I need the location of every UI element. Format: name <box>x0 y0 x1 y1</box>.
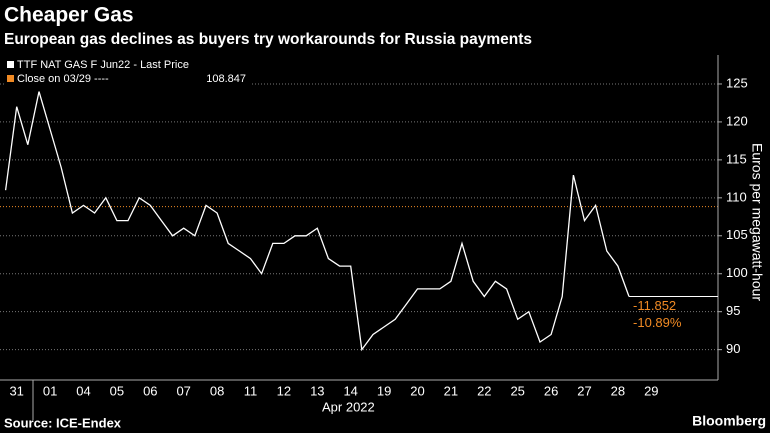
change-annotation: -11.852 <box>633 298 676 313</box>
x-tick-label: 13 <box>310 383 324 398</box>
x-tick-label: 05 <box>110 383 124 398</box>
legend-box <box>4 56 250 90</box>
y-tick-label: 110 <box>726 189 747 204</box>
x-tick-label: 04 <box>76 383 90 398</box>
x-tick-label: 29 <box>644 383 658 398</box>
x-tick-label: 06 <box>143 383 157 398</box>
source: Source: ICE-Endex <box>4 415 122 430</box>
price-line <box>4 91 630 352</box>
close-value: 108.847 <box>206 73 246 85</box>
y-tick-label: 105 <box>726 227 748 242</box>
x-tick-label: 12 <box>277 383 291 398</box>
x-tick-label: 27 <box>577 383 591 398</box>
y-tick-label: 125 <box>726 75 748 90</box>
x-tick-label: 08 <box>210 383 224 398</box>
x-axis-label: Apr 2022 <box>322 399 375 414</box>
y-axis-label: Euros per megawatt-hour <box>749 143 765 301</box>
y-tick-label: 115 <box>726 151 747 166</box>
x-tick-label: 01 <box>43 383 57 398</box>
y-tick-label: 90 <box>726 341 740 356</box>
brand: Bloomberg <box>692 413 766 429</box>
x-tick-label: 26 <box>544 383 558 398</box>
y-tick-label: 120 <box>726 113 748 128</box>
chart-subtitle: European gas declines as buyers try work… <box>4 31 532 48</box>
legend-entry: TTF NAT GAS F Jun22 - Last Price <box>17 59 189 71</box>
change-annotation: -10.89% <box>633 315 682 330</box>
x-tick-label: 22 <box>477 383 491 398</box>
x-tick-label: 11 <box>244 383 258 398</box>
y-tick-label: 95 <box>726 303 740 318</box>
x-tick-label: 21 <box>444 383 458 398</box>
x-tick-label: 19 <box>377 383 391 398</box>
legend-swatch <box>7 61 14 68</box>
y-tick-label: 100 <box>726 265 748 280</box>
legend-swatch <box>7 75 14 82</box>
x-tick-label: 07 <box>176 383 190 398</box>
x-tick-label: 31 <box>9 383 23 398</box>
x-tick-label: 20 <box>410 383 424 398</box>
x-tick-label: 14 <box>343 383 357 398</box>
chart-title: Cheaper Gas <box>4 4 134 27</box>
x-tick-label: 28 <box>611 383 625 398</box>
x-tick-label: 25 <box>510 383 524 398</box>
legend-entry: Close on 03/29 ---- <box>17 73 109 85</box>
